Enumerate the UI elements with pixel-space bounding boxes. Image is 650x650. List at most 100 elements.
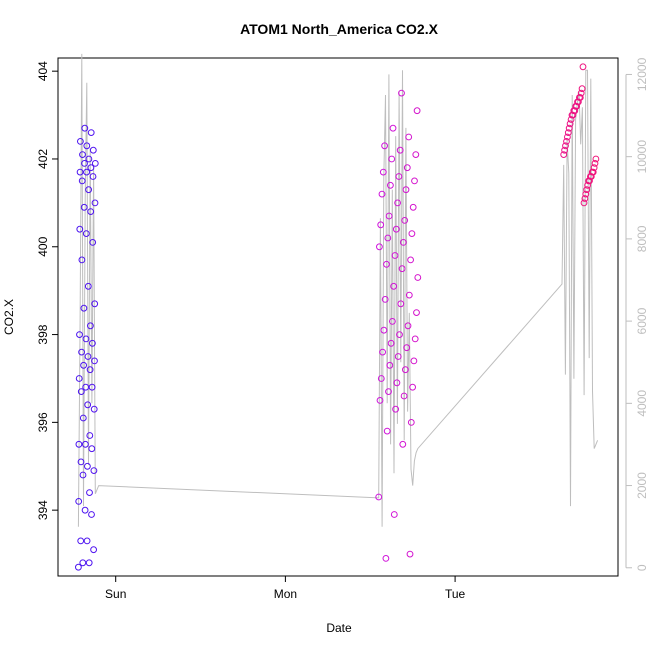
data-point: [398, 265, 406, 273]
data-point: [592, 155, 600, 163]
data-point: [410, 357, 418, 365]
data-point: [565, 124, 573, 132]
data-point: [577, 89, 585, 97]
y2-tick-label: 4000: [635, 390, 649, 417]
data-point: [403, 344, 411, 352]
data-point: [591, 160, 599, 167]
data-point: [84, 462, 91, 470]
data-point: [413, 107, 421, 115]
data-point: [405, 291, 413, 299]
data-point: [383, 427, 391, 435]
y2-tick-label: 2000: [635, 472, 649, 499]
data-point: [390, 282, 398, 290]
data-point: [398, 89, 405, 97]
data-point: [82, 383, 90, 391]
data-point: [80, 304, 88, 312]
y-tick-label: 400: [36, 236, 50, 256]
data-point: [87, 129, 95, 137]
data-point: [381, 142, 389, 150]
data-point: [405, 133, 413, 141]
data-point: [81, 124, 89, 132]
data-point: [91, 357, 98, 365]
data-point: [409, 383, 417, 391]
data-point: [75, 563, 82, 571]
y-tick-label: 394: [36, 500, 50, 520]
data-point: [85, 155, 93, 163]
y2-tick-label: 12000: [635, 57, 649, 91]
data-point: [86, 489, 93, 497]
data-point: [562, 142, 569, 150]
data-point: [87, 164, 95, 172]
data-point: [83, 537, 91, 545]
data-point: [76, 225, 84, 233]
data-point: [377, 375, 385, 382]
data-point: [75, 498, 83, 505]
data-point: [408, 230, 416, 238]
data-point: [77, 138, 84, 145]
data-point: [389, 318, 396, 325]
data-point: [91, 160, 99, 167]
data-point: [89, 173, 97, 180]
data-point: [396, 331, 403, 339]
data-point: [414, 274, 422, 281]
data-point: [560, 151, 568, 159]
data-point: [411, 177, 418, 185]
data-point: [76, 331, 83, 339]
data-point: [411, 335, 419, 343]
data-point: [401, 217, 409, 224]
data-point: [84, 282, 92, 290]
data-point: [582, 190, 590, 198]
data-point: [90, 405, 98, 413]
data-point: [91, 300, 99, 308]
data-point: [81, 160, 88, 167]
data-point: [578, 85, 586, 93]
data-point: [576, 94, 584, 101]
data-point: [79, 151, 86, 159]
point-series: [75, 63, 600, 571]
y-axis-right: 0 2000 4000 6000 8000 10000 12000: [625, 57, 649, 571]
data-point: [564, 129, 572, 137]
data-point: [77, 458, 85, 466]
data-point: [583, 186, 591, 194]
data-point: [75, 440, 83, 448]
data-point: [379, 168, 387, 176]
data-point: [85, 559, 93, 567]
data-point: [87, 322, 94, 330]
data-point: [409, 203, 417, 211]
data-point: [407, 419, 415, 426]
data-point: [382, 555, 390, 562]
data-point: [587, 173, 595, 180]
data-point: [384, 234, 392, 242]
data-point: [402, 186, 410, 194]
data-point: [400, 239, 407, 246]
y-tick-label: 396: [36, 412, 50, 432]
data-point: [90, 546, 97, 554]
x-tick-label: Sun: [105, 587, 126, 601]
data-point: [82, 230, 90, 238]
data-point: [383, 260, 390, 268]
data-point: [394, 199, 402, 207]
data-point: [88, 445, 96, 453]
data-point: [77, 537, 85, 545]
data-point: [84, 353, 92, 360]
y2-tick-label: 8000: [635, 225, 649, 252]
data-point: [566, 120, 574, 128]
data-point: [580, 199, 588, 207]
data-point: [589, 168, 597, 176]
data-point: [391, 252, 399, 259]
data-point: [586, 177, 593, 185]
data-point: [80, 203, 88, 211]
y2-tick-label: 6000: [635, 307, 649, 334]
data-point: [375, 493, 383, 501]
data-point: [89, 239, 97, 246]
data-point: [571, 107, 579, 115]
data-point: [85, 186, 92, 194]
data-point: [90, 467, 98, 475]
data-point: [76, 168, 84, 176]
data-point: [78, 256, 86, 264]
data-point: [397, 300, 405, 308]
data-point: [561, 146, 568, 154]
y-tick-label: 398: [36, 324, 50, 344]
x-tick-label: Tue: [445, 587, 466, 601]
y-tick-label: 404: [36, 61, 50, 81]
